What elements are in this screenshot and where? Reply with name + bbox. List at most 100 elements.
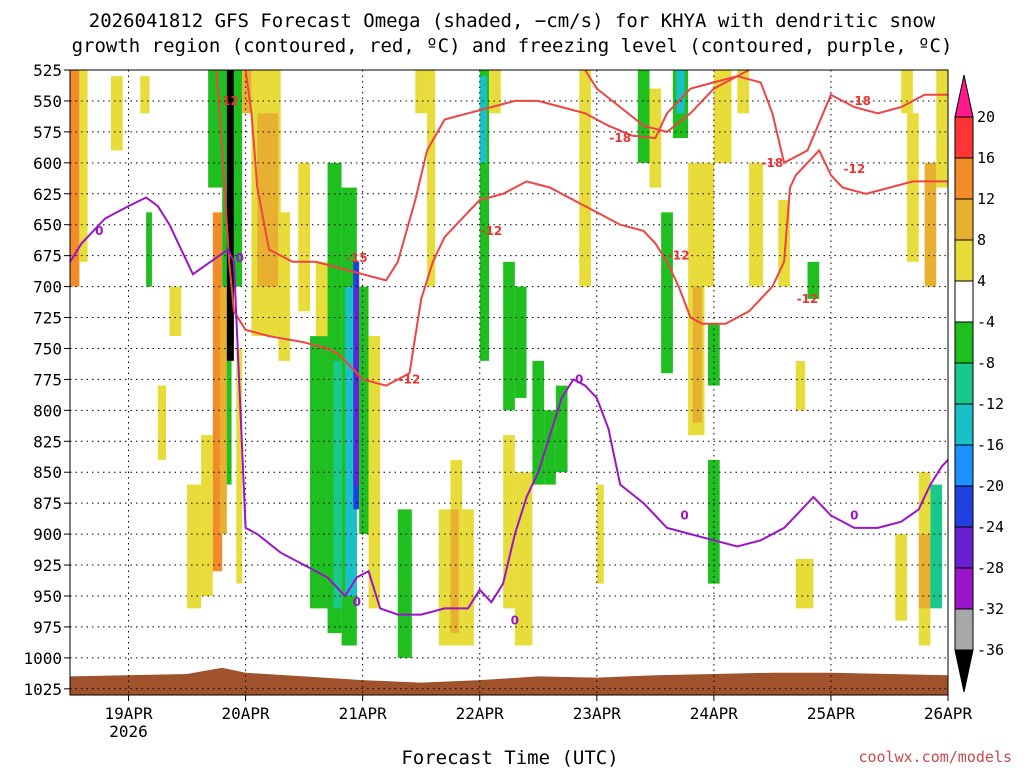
dgz-contour-12-label-0: -12 [217, 94, 239, 108]
omega-cell-6 [169, 286, 182, 337]
y-tick-label-1025: 1025 [23, 680, 62, 699]
omega-cell-36 [450, 509, 459, 634]
y-tick-label-1000: 1000 [23, 649, 62, 668]
colorbar-box-7 [954, 403, 974, 446]
omega-cell-58 [708, 323, 720, 386]
dgz-contour-15-label-0: -15 [346, 251, 368, 265]
omega-cell-5 [157, 385, 166, 460]
x-tick-label-26APR: 26APR [924, 704, 973, 723]
y-tick-label-950: 950 [33, 587, 62, 606]
colorbar-bottom-arrow [954, 649, 974, 693]
dgz-contour-12-label-3: -12 [797, 292, 819, 306]
y-tick-label-775: 775 [33, 370, 62, 389]
omega-cell-7 [187, 484, 202, 609]
colorbar-label-1: 16 [977, 149, 995, 167]
x-tick-label-22APR: 22APR [456, 704, 505, 723]
x-tick-label-24APR: 24APR [690, 704, 739, 723]
y-tick-label-600: 600 [33, 154, 62, 173]
colorbar-label-3: 8 [977, 231, 986, 249]
freezing-level-label-4: 0 [575, 372, 583, 386]
colorbar-top-arrow [954, 74, 974, 118]
omega-cell-73 [930, 484, 943, 609]
y-axis-ticks: 525 550 575 600 625 650 675 700 725 750 775 800 825 8… [23, 61, 70, 699]
omega-cell-71 [918, 534, 931, 609]
colorbar-box-9 [954, 485, 974, 528]
dgz-contour-12-line [215, 69, 948, 387]
x-tick-label-21APR: 21APR [339, 704, 388, 723]
colorbar-label-4: 4 [977, 272, 986, 290]
colorbar: 20 16 12 8 4 -4 -8 -12 -16 -20 -24 -28 -32 -36 [954, 74, 1004, 693]
dgz-contour-18-label-1: -18 [762, 156, 784, 170]
colorbar-label-5: -4 [977, 313, 995, 331]
y-tick-label-525: 525 [33, 61, 62, 80]
omega-cell-32 [415, 70, 428, 114]
dgz-contour-12-label-5: -12 [844, 162, 866, 176]
dgz-contour-18-line [584, 69, 948, 165]
plot-frame [69, 69, 949, 696]
omega-cell-34 [438, 509, 451, 646]
dgz-contour-18-label-0: -18 [609, 131, 631, 145]
omega-cell-10 [212, 212, 223, 572]
omega-cell-30 [368, 336, 381, 609]
colorbar-box-0 [954, 116, 974, 159]
omega-cell-63 [778, 199, 790, 287]
omega-cell-38 [479, 70, 490, 361]
omega-cell-11 [222, 70, 232, 485]
omega-cell-2 [110, 76, 123, 151]
y-tick-label-725: 725 [33, 309, 62, 328]
omega-cell-45 [532, 360, 545, 485]
grid-lines [70, 70, 949, 695]
omega-cell-60 [713, 70, 732, 163]
freezing-level-label-0: 0 [95, 224, 103, 238]
y-tick-label-800: 800 [33, 401, 62, 420]
omega-cell-12 [219, 286, 227, 535]
y-tick-label-575: 575 [33, 123, 62, 142]
omega-cell-42 [503, 435, 515, 609]
y-tick-label-900: 900 [33, 525, 62, 544]
colorbar-box-3 [954, 239, 974, 282]
omega-cell-28 [354, 286, 360, 485]
omega-cell-62 [748, 162, 764, 287]
colorbar-box-1 [954, 157, 974, 200]
y-tick-label-875: 875 [33, 494, 62, 513]
omega-cell-24 [333, 360, 342, 609]
freezing-level-contour: 0 0 0 0 0 0 0 [69, 196, 949, 628]
omega-cell-74 [936, 70, 948, 188]
y-tick-label-550: 550 [33, 92, 62, 111]
omega-cell-3 [140, 76, 150, 114]
omega-cell-16 [242, 70, 252, 114]
omega-cell-33 [427, 70, 436, 287]
omega-cell-31 [397, 509, 412, 658]
omega-cell-18 [257, 113, 279, 287]
y-tick-label-700: 700 [33, 278, 62, 297]
omega-cell-4 [146, 212, 152, 287]
colorbar-label-11: -28 [977, 559, 1004, 577]
omega-cell-47 [555, 385, 568, 473]
omega-cell-20 [298, 162, 310, 312]
omega-cell-13 [226, 70, 234, 361]
y-tick-label-650: 650 [33, 216, 62, 235]
x-axis-label: Forecast Time (UTC) [401, 747, 618, 768]
omega-cell-8 [201, 435, 213, 596]
omega-cell-1 [79, 70, 88, 262]
dgz-contour-18-label-2: -18 [849, 94, 871, 108]
omega-cell-49 [596, 484, 604, 584]
omega-cell-64 [795, 360, 806, 411]
y-tick-label-675: 675 [33, 247, 62, 266]
colorbar-box-10 [954, 526, 974, 569]
omega-cell-43 [514, 286, 527, 398]
colorbar-label-2: 12 [977, 190, 995, 208]
dgz-contour-12-label-4: -12 [399, 372, 421, 386]
freezing-level-label-3: 0 [511, 614, 519, 628]
y-tick-label-750: 750 [33, 339, 62, 358]
colorbar-label-6: -8 [977, 354, 995, 372]
omega-cell-66 [795, 558, 814, 609]
omega-cell-19 [278, 212, 291, 361]
omega-cell-72 [924, 162, 937, 287]
y-tick-label-625: 625 [33, 185, 62, 204]
chart-title-line-1: 2026041812 GFS Forecast Omega (shaded, −… [89, 10, 936, 32]
colorbar-box-8 [954, 444, 974, 487]
colorbar-box-4 [954, 280, 974, 323]
